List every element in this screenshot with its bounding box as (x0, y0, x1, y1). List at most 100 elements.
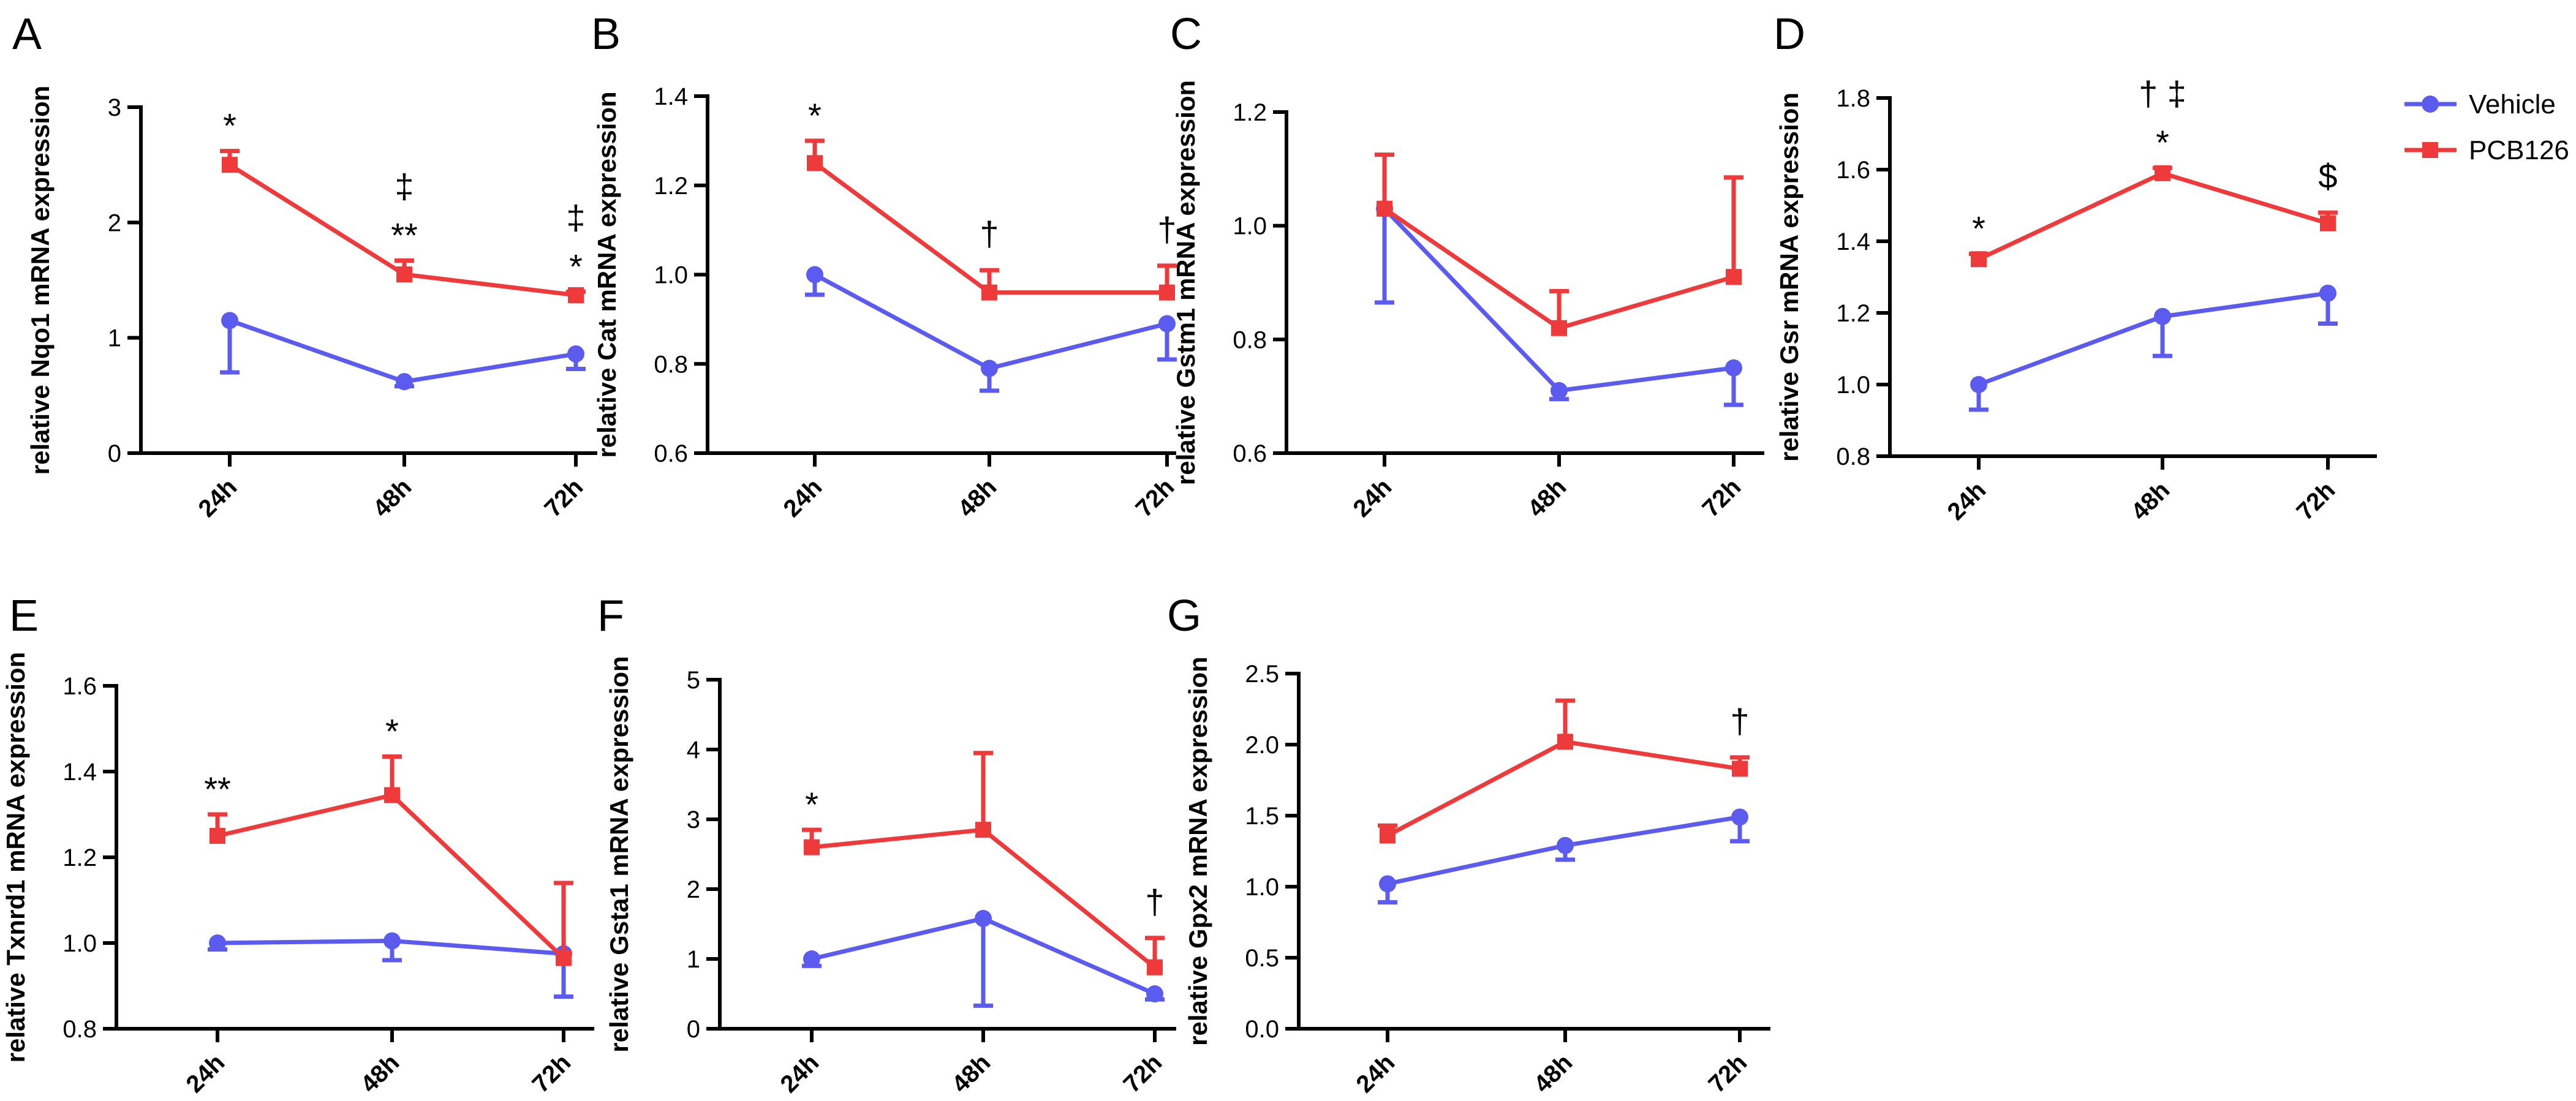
y-tick-label: 5 (687, 667, 700, 694)
series-pcb126 (220, 149, 586, 303)
data-point (1158, 315, 1176, 333)
panel-letter: G (1167, 592, 1201, 641)
y-tick-label: 1.0 (1245, 874, 1279, 901)
y-axis-title: relative Gsta1 mRNA expression (605, 656, 633, 1052)
x-tick-label: 24h (776, 1049, 825, 1098)
data-point (568, 287, 584, 303)
y-tick-label: 1.6 (62, 673, 97, 700)
y-axis-title: relative Gpx2 mRNA expression (1184, 656, 1212, 1046)
legend-label: PCB126 (2469, 135, 2569, 165)
y-tick-label: 0.8 (62, 1016, 97, 1043)
series-pcb126 (802, 751, 1165, 975)
data-point (2155, 165, 2170, 181)
data-point (383, 932, 401, 950)
data-point (981, 359, 998, 377)
data-point (1146, 985, 1163, 1002)
significance-annotation: † (1145, 882, 1164, 921)
x-tick-label: 24h (1943, 476, 1992, 525)
panel-letter: D (1773, 10, 1805, 59)
data-point (975, 822, 991, 838)
data-point (1551, 381, 1568, 399)
data-point (556, 950, 572, 966)
y-tick-label: 2 (108, 209, 121, 236)
x-tick-label: 48h (953, 473, 1002, 522)
legend-label: Vehicle (2469, 89, 2556, 119)
data-point (396, 266, 412, 283)
y-tick-label: 1.0 (654, 262, 688, 289)
legend: Vehicle PCB126 (2404, 89, 2569, 165)
y-tick-label: 1.0 (62, 930, 97, 957)
x-tick-label: 24h (779, 473, 828, 522)
data-point (1731, 808, 1748, 826)
x-tick-label: 72h (1698, 473, 1747, 522)
legend-marker (2422, 142, 2438, 158)
y-tick-label: 0.6 (654, 440, 688, 467)
series-pcb126 (1375, 152, 1743, 336)
data-point (975, 909, 992, 927)
y-tick-label: 1.2 (1233, 99, 1267, 126)
y-tick-label: 2.0 (1245, 732, 1279, 759)
data-point (804, 839, 820, 855)
y-axis-title: relative Nqo1 mRNA expression (26, 86, 55, 475)
y-axis-title: relative Gsr mRNA expression (1775, 92, 1804, 462)
series-line (229, 318, 576, 384)
significance-annotation: ** (391, 216, 418, 254)
data-point (1379, 875, 1396, 893)
panel-a: A 0 1 2 3 24h 48h 72h relative Nqo1 mRNA express… (12, 10, 597, 522)
data-point (807, 155, 823, 171)
series-pcb126 (208, 754, 573, 966)
y-axis-title: relative Txnrd1 mRNA expression (1, 652, 30, 1063)
data-point (1557, 734, 1573, 750)
significance-annotation: † ‡ (2139, 74, 2186, 113)
panel-d: D 0.8 1.0 1.2 1.4 1.6 1.8 24h 48h 72h relative Gsr… (1773, 10, 2377, 525)
y-axis-title: relative Cat mRNA expression (592, 91, 621, 457)
panel-letter: E (9, 592, 39, 641)
significance-annotation: * (223, 107, 236, 145)
x-tick-label: 24h (1351, 1049, 1400, 1098)
panel-g: G 0.0 0.5 1.0 1.5 2.0 2.5 24h 48h 72h relative Gpx… (1167, 592, 1770, 1098)
y-tick-label: 1.2 (1836, 300, 1870, 327)
y-tick-label: 0.8 (1836, 443, 1870, 470)
x-tick-label: 48h (2126, 476, 2175, 525)
x-tick-label: 48h (1529, 1049, 1578, 1098)
y-tick-label: 0.0 (1245, 1016, 1279, 1043)
y-tick-label: 1.6 (1836, 157, 1870, 184)
series-pcb126 (805, 138, 1177, 301)
x-tick-label: 48h (356, 1049, 405, 1098)
y-tick-label: 0 (687, 1016, 700, 1043)
panel-letter: A (12, 10, 42, 59)
data-point (384, 787, 400, 803)
x-tick-label: 72h (2292, 476, 2341, 525)
series-vehicle (805, 266, 1177, 393)
significance-annotation: $ (2318, 157, 2337, 195)
significance-annotation: ‡ (395, 167, 414, 205)
y-tick-label: 1.0 (1233, 213, 1267, 240)
series-pcb126 (1378, 698, 1750, 844)
significance-annotation: † (1157, 210, 1176, 249)
data-point (1726, 269, 1742, 285)
y-tick-label: 3 (108, 94, 121, 121)
series-vehicle (802, 909, 1165, 1008)
significance-annotation: ‡ (566, 198, 585, 236)
y-tick-label: 1.2 (62, 844, 97, 871)
series-vehicle (208, 932, 573, 999)
data-point (221, 312, 238, 329)
x-tick-label: 24h (1348, 473, 1397, 522)
panel-f: F 0 1 2 3 4 5 24h 48h 72h relative Gsta1 mRNA expr… (597, 592, 1176, 1098)
data-point (1971, 251, 1987, 268)
y-tick-label: 1.8 (1836, 85, 1870, 112)
significance-annotation: * (1972, 209, 1985, 247)
y-tick-label: 1.4 (1836, 228, 1870, 255)
data-point (1970, 376, 1987, 393)
x-tick-label: 72h (527, 1049, 576, 1098)
data-point (1147, 959, 1163, 975)
panel-letter: C (1170, 10, 1202, 59)
significance-annotation: * (808, 96, 822, 135)
data-point (1380, 827, 1396, 844)
significance-annotation: * (805, 785, 818, 824)
data-point (2154, 307, 2171, 325)
significance-annotation: * (2156, 123, 2169, 162)
y-tick-label: 1.2 (654, 173, 688, 200)
